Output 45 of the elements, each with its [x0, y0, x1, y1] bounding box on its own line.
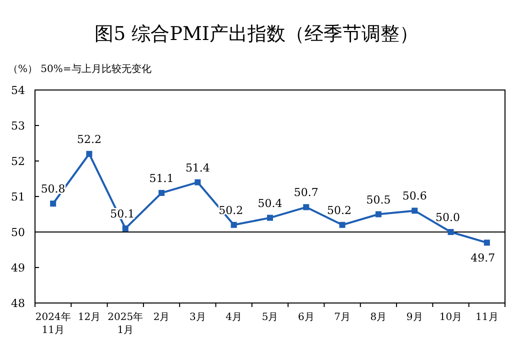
point	[122, 225, 128, 232]
data-label: 49.7	[470, 252, 496, 265]
point	[267, 214, 273, 221]
point	[50, 200, 56, 207]
y-tick-label: 52	[11, 155, 25, 168]
data-label: 52.2	[76, 132, 102, 146]
point	[448, 229, 454, 235]
y-tick-label: 54	[11, 84, 25, 97]
data-label: 50.0	[436, 211, 460, 224]
chart-title: 图5 综合PMI产出指数（经季节调整）	[94, 23, 418, 45]
x-tick-label: 2月	[153, 312, 170, 323]
chart-subtitle: （%） 50%=与上月比较无变化	[8, 63, 152, 75]
data-label: 50.4	[258, 196, 282, 210]
point	[484, 240, 490, 246]
data-label: 50.6	[402, 190, 427, 203]
point	[230, 222, 237, 228]
y-tick-label: 50	[11, 226, 25, 239]
y-tick-label: 53	[11, 120, 25, 132]
point	[86, 150, 92, 157]
point	[303, 204, 310, 210]
x-tick-label: 7月	[334, 312, 350, 323]
x-tick-label: 10月	[439, 312, 462, 323]
data-label: 50.7	[294, 186, 318, 200]
point	[375, 211, 382, 218]
x-tick-label: 3月	[190, 312, 206, 323]
data-label: 51.1	[149, 172, 174, 185]
x-tick-label: 8月	[370, 312, 387, 323]
x-tick-label: 5月	[262, 312, 278, 323]
data-label: 51.4	[185, 161, 210, 174]
y-tick-label: 49	[11, 262, 25, 274]
y-tick-label: 51	[11, 190, 25, 204]
x-tick-label: 11月	[476, 312, 498, 323]
point	[194, 179, 201, 186]
x-tick-label: 4月	[226, 312, 242, 323]
point	[412, 208, 418, 214]
x-tick-label: 2024年 11月	[35, 311, 71, 336]
point	[339, 222, 346, 228]
x-tick-label: 12月	[78, 312, 101, 323]
point	[158, 190, 165, 196]
x-tick-label: 2025年 1月	[108, 311, 144, 336]
x-tick-label: 6月	[298, 312, 314, 323]
data-label: 50.2	[327, 204, 352, 217]
x-tick-label: 9月	[406, 312, 423, 323]
y-tick-label: 48	[11, 297, 25, 310]
data-label: 50.5	[366, 193, 391, 206]
